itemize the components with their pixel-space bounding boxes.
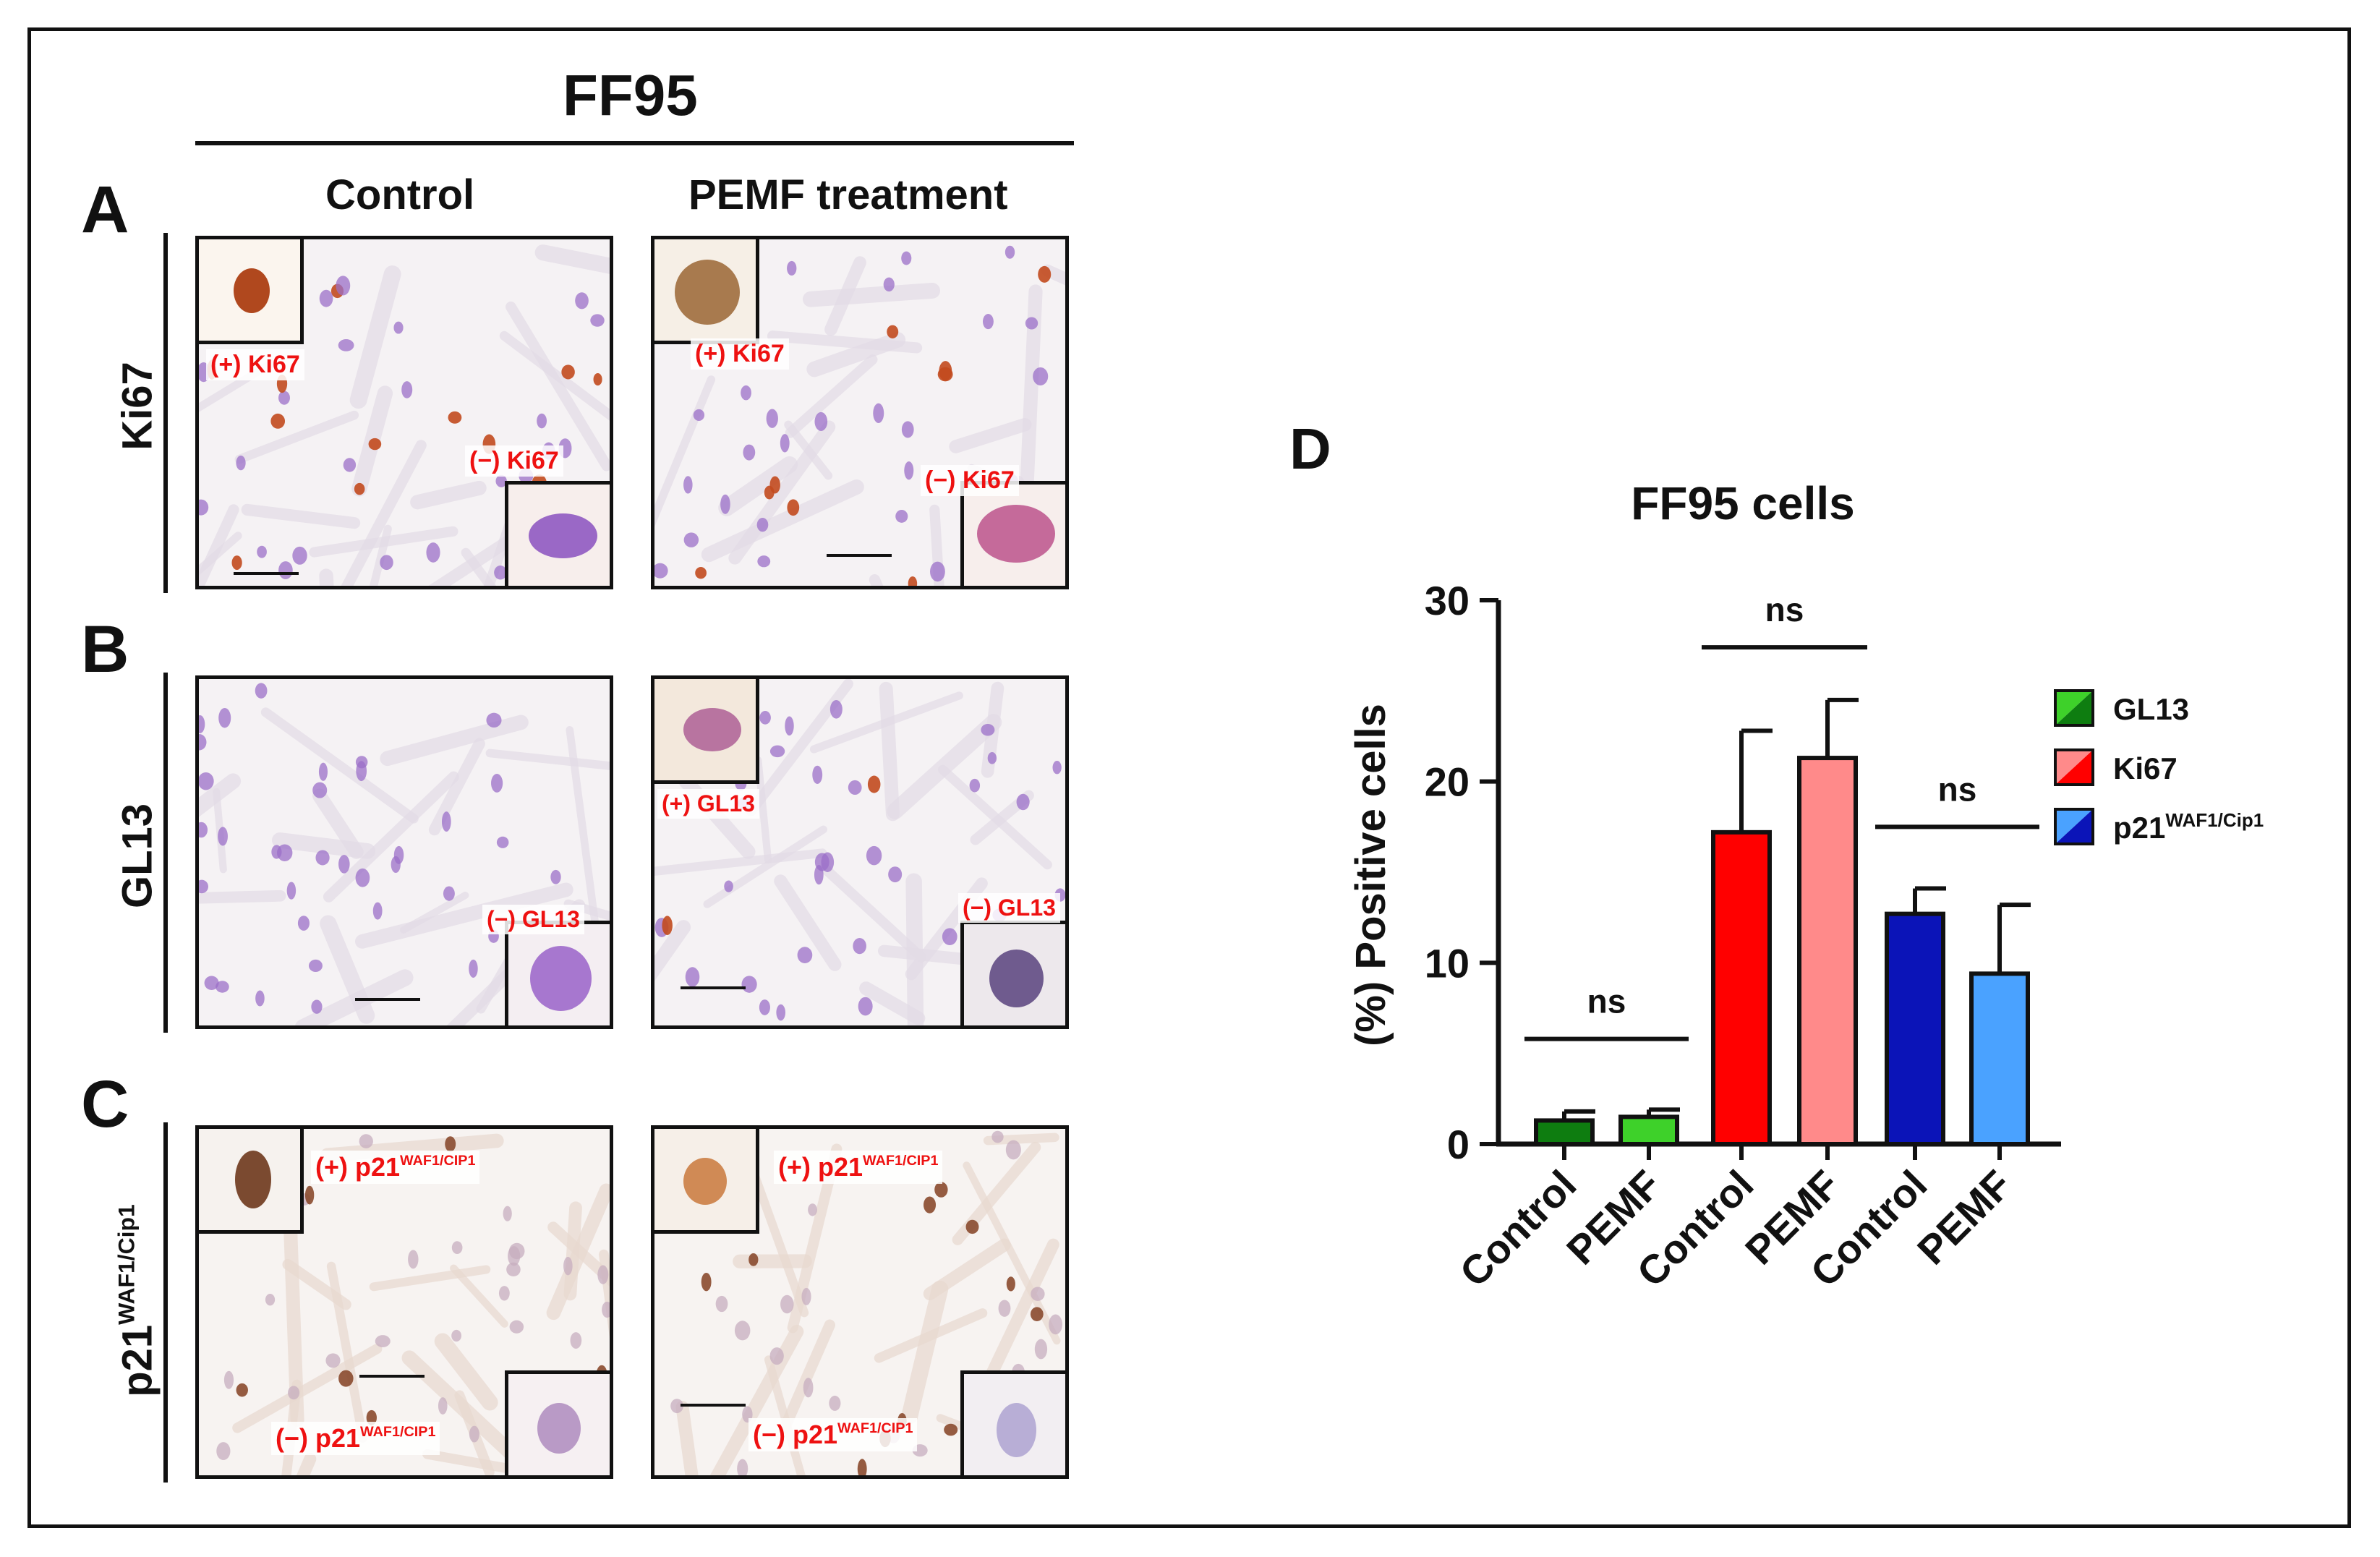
inset-negative-cell	[505, 1370, 610, 1475]
micrograph-ki67-control: (+) Ki67 (−) Ki67	[195, 236, 613, 589]
col-header-control: Control	[325, 171, 475, 218]
panel-letter-b: B	[81, 613, 129, 686]
inset-negative-cell	[505, 921, 610, 1025]
label-negative-p21: (−) p21WAF1/CIP1	[271, 1422, 440, 1455]
scale-bar	[827, 554, 892, 557]
inset-positive-cell	[199, 1129, 304, 1234]
label-negative-p21: (−) p21WAF1/CIP1	[748, 1418, 918, 1451]
label-positive-p21: (+) p21WAF1/CIP1	[311, 1151, 480, 1184]
inset-negative-cell	[960, 1370, 1065, 1475]
figure-title: FF95	[563, 63, 698, 127]
panel-letter-c: C	[81, 1067, 129, 1141]
row-label-gl13: GL13	[114, 803, 161, 909]
panel-letter-d: D	[1289, 417, 1331, 481]
row-label-ki67: Ki67	[114, 362, 161, 451]
inset-negative-cell	[960, 481, 1065, 586]
title-underline	[195, 141, 1074, 145]
label-positive-ki67: (+) Ki67	[691, 338, 789, 370]
inset-positive-cell	[654, 239, 759, 344]
label-negative-ki67: (−) Ki67	[921, 465, 1019, 496]
micrograph-gl13-pemf: (+) GL13 (−) GL13	[651, 675, 1069, 1029]
label-positive-p21: (+) p21WAF1/CIP1	[774, 1151, 943, 1184]
micrograph-ki67-pemf: (+) Ki67 (−) Ki67	[651, 236, 1069, 589]
label-positive-gl13: (+) GL13	[657, 789, 759, 819]
row-bar-b	[163, 673, 168, 1033]
micrograph-p21-pemf: (+) p21WAF1/CIP1 (−) p21WAF1/CIP1	[651, 1125, 1069, 1479]
label-negative-ki67: (−) Ki67	[465, 445, 563, 477]
row-bar-a	[163, 233, 168, 593]
scale-bar	[355, 998, 420, 1001]
micrograph-gl13-control: (−) GL13	[195, 675, 613, 1029]
row-label-p21: p21WAF1/Cip1	[113, 1204, 161, 1397]
scale-bar	[359, 1375, 425, 1378]
inset-positive-cell	[654, 1129, 759, 1234]
scale-bar	[681, 986, 746, 989]
inset-positive-cell	[654, 679, 759, 784]
scale-bar	[234, 572, 299, 575]
label-negative-gl13: (−) GL13	[482, 905, 584, 934]
scale-bar	[681, 1404, 746, 1407]
label-positive-ki67: (+) Ki67	[206, 349, 304, 380]
micrograph-p21-control: (+) p21WAF1/CIP1 (−) p21WAF1/CIP1	[195, 1125, 613, 1479]
inset-negative-cell	[960, 921, 1065, 1025]
inset-positive-cell	[199, 239, 304, 344]
row-bar-c	[163, 1122, 168, 1483]
inset-negative-cell	[505, 481, 610, 586]
panel-letter-a: A	[81, 173, 129, 247]
figure-frame	[27, 27, 2351, 1528]
col-header-pemf: PEMF treatment	[688, 171, 1008, 218]
label-negative-gl13: (−) GL13	[958, 893, 1060, 923]
